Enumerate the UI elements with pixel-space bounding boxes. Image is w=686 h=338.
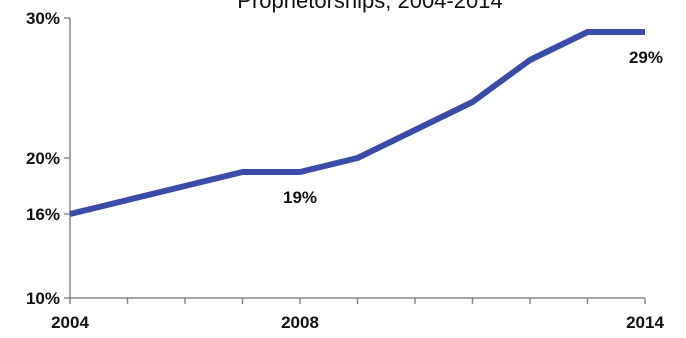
data-label: 19% — [283, 188, 317, 207]
x-tick-label: 2014 — [626, 313, 664, 332]
data-label: 29% — [629, 48, 663, 67]
x-tick-label: 2008 — [281, 313, 319, 332]
x-tick-label: 2004 — [51, 313, 89, 332]
y-tick-label: 10% — [26, 289, 60, 308]
y-tick-label: 20% — [26, 149, 60, 168]
chart-title: Proprietorships, 2004-2014 — [237, 0, 502, 13]
y-tick-label: 30% — [26, 9, 60, 28]
y-tick-label: 16% — [26, 205, 60, 224]
series-line — [69, 29, 645, 217]
axes: 10% 16% 20% 30% 2004 2008 2014 — [26, 9, 664, 332]
labels-layer: 19% 29% — [283, 48, 663, 207]
series-layer — [69, 29, 645, 217]
